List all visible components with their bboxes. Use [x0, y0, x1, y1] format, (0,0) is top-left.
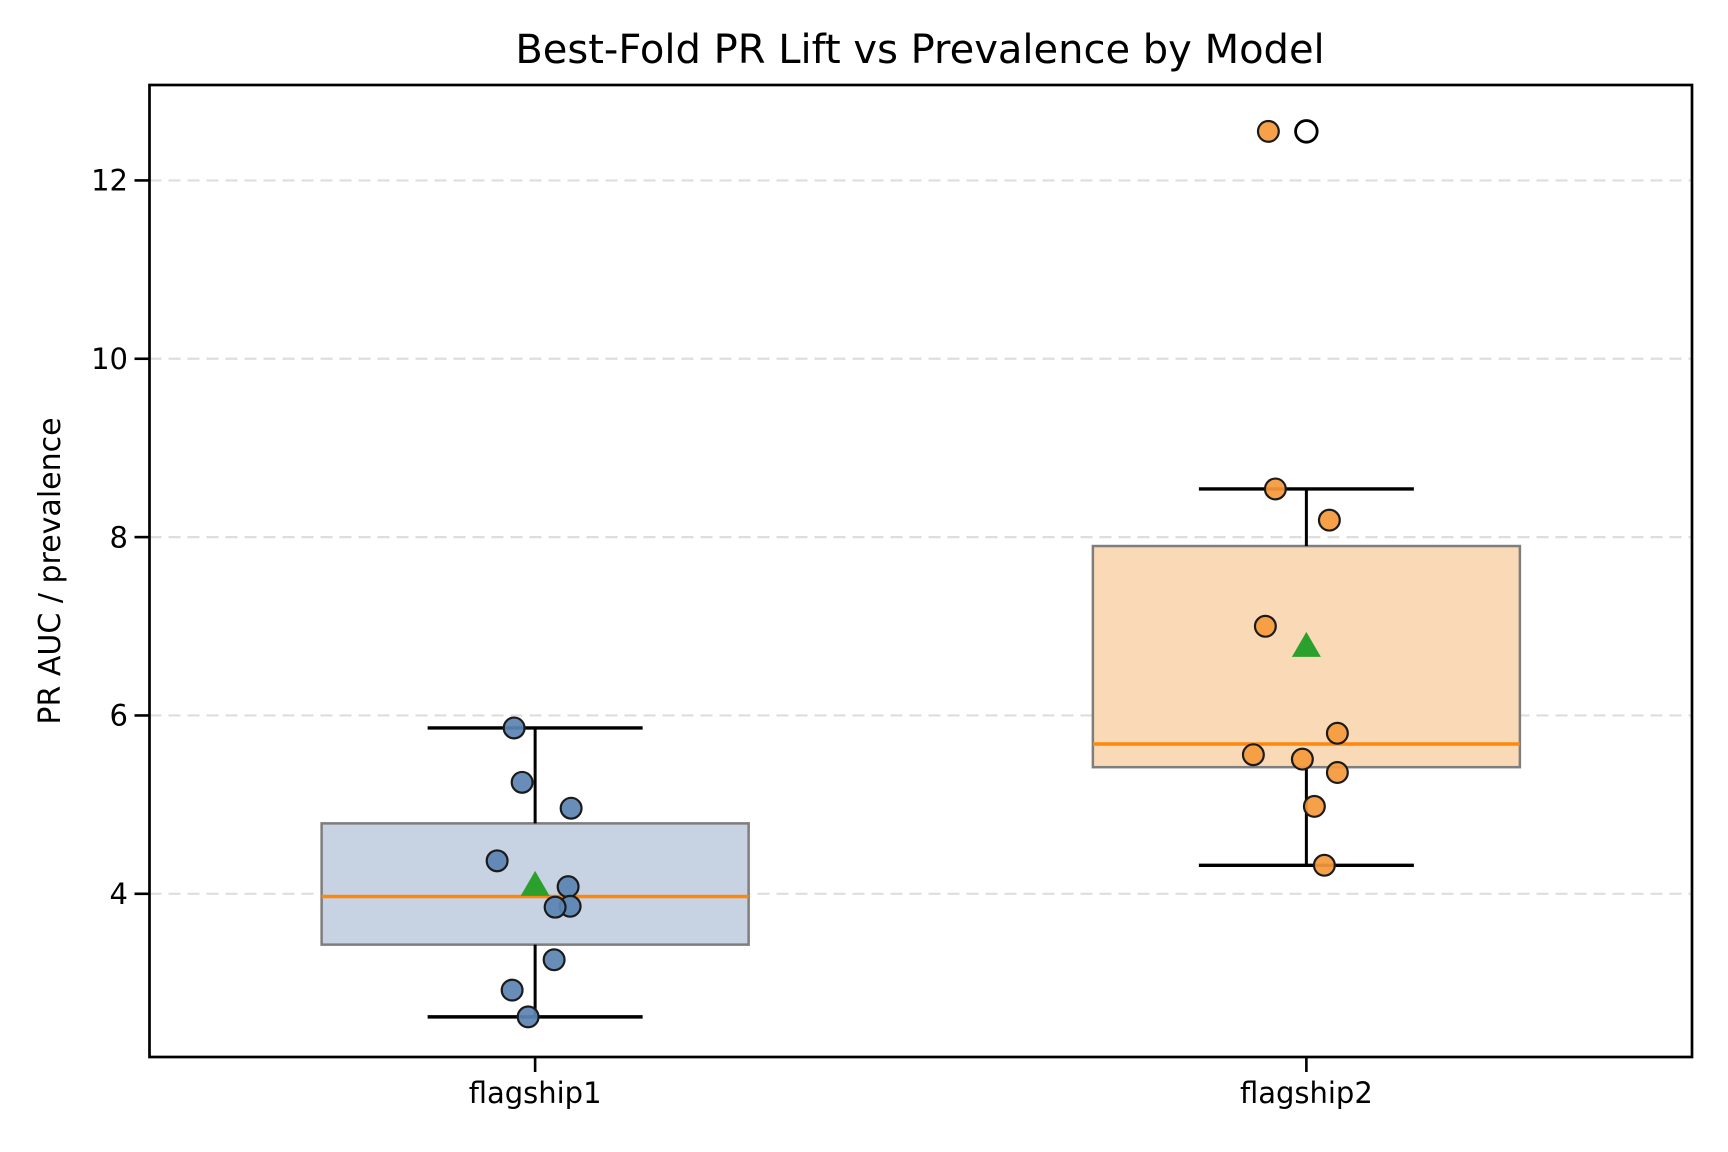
data-point-flagship1 [543, 895, 567, 919]
data-point-flagship1 [485, 849, 509, 873]
outlier-marker-flagship2 [1294, 119, 1319, 144]
data-point-flagship1 [500, 978, 524, 1002]
mean-marker-flagship1 [520, 870, 550, 896]
data-point-flagship1 [556, 875, 580, 899]
data-point-flagship2 [1241, 743, 1265, 767]
data-point-flagship1 [542, 948, 566, 972]
data-point-flagship2 [1312, 853, 1336, 877]
y-axis-label: PR AUC / prevalence [33, 417, 68, 724]
gridlines [149, 179, 1692, 895]
data-point-flagship1 [510, 770, 534, 794]
y-tick-label: 8 [110, 520, 128, 554]
data-point-flagship2 [1325, 761, 1349, 785]
mean-marker-flagship2 [1291, 631, 1321, 657]
data-point-flagship1 [559, 796, 583, 820]
boxes-layer [320, 487, 1522, 1019]
data-point-flagship2 [1317, 508, 1341, 532]
mean-and-outlier-layer [520, 119, 1321, 896]
plot-border [148, 83, 1694, 1059]
data-point-flagship2 [1253, 614, 1277, 638]
data-point-flagship2 [1325, 721, 1349, 745]
axis-ticks [134, 179, 1308, 1072]
data-point-flagship2 [1263, 477, 1287, 501]
tick-labels: 4 6 8 10 12 flagship1 flagship2 [91, 164, 1373, 1110]
data-point-flagship1 [502, 716, 526, 740]
chart-title: Best-Fold PR Lift vs Prevalence by Model [515, 27, 1324, 73]
points-layer [485, 119, 1349, 1029]
x-tick-label-flagship2: flagship2 [1240, 1076, 1373, 1110]
data-point-flagship2 [1302, 794, 1326, 818]
data-point-flagship2 [1290, 747, 1314, 771]
y-tick-label: 10 [91, 342, 128, 376]
y-tick-label: 6 [110, 699, 128, 733]
data-point-flagship2 [1256, 119, 1280, 143]
x-tick-label-flagship1: flagship1 [469, 1076, 602, 1110]
y-tick-label: 4 [110, 877, 128, 911]
y-tick-label: 12 [91, 164, 128, 198]
data-point-flagship1 [516, 1005, 540, 1029]
